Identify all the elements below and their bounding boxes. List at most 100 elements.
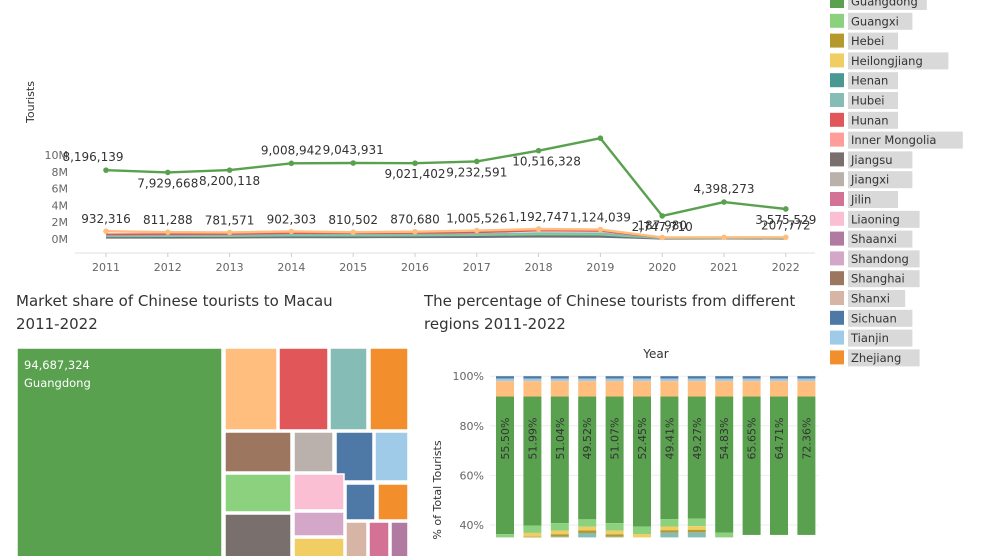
treemap-guangdong-value: 94,687,324 [24,358,90,372]
treemap-cell-sichuan [335,431,374,482]
treemap-cell-jiangsu [224,513,292,556]
stacked-segment [605,536,624,538]
stacked-bar-label: 64.71% [773,418,786,460]
legend-item-shandong[interactable]: Shandong [830,250,920,268]
stacked-segment-guangdong [687,396,706,519]
line-data-label: 10,516,328 [512,155,581,169]
line-chart-x-tick-label: 2015 [339,261,367,274]
legend-item-inner-mongolia[interactable]: Inner Mongolia [830,131,963,149]
legend-label: Guangdong [851,0,918,9]
stacked-y-tick-label: 60% [460,469,484,482]
legend-item-sichuan[interactable]: Sichuan [830,309,913,327]
stacked-y-tick-label: 80% [460,420,484,433]
line-chart-y-tick-label: 10M [45,149,69,162]
legend-item-jilin[interactable]: Jilin [830,191,898,208]
stacked-y-tick-label: 40% [460,519,484,532]
treemap-cell-sichuan-2 [345,483,376,521]
stacked-bars [496,376,816,538]
stacked-segment [496,378,514,382]
legend-item-tianjin[interactable]: Tianjin [830,329,913,347]
stacked-segment [578,378,597,382]
legend-swatch [830,350,844,365]
line-point [103,167,109,173]
line-chart-x-tick-label: 2018 [525,261,553,274]
legend-label-highlight [848,72,898,90]
stacked-segment [523,536,542,538]
legend-item-hubei[interactable]: Hubei [830,92,898,109]
legend-item-heilongjiang[interactable]: Heilongjiang [830,52,949,70]
line-data-label: 3,575,529 [755,213,816,227]
stacked-segment [496,534,514,538]
legend-label-highlight [848,250,920,268]
treemap-cell-top-row-1 [224,347,278,431]
line-point [721,199,727,205]
legend-item-jiangsu[interactable]: Jiangsu [830,151,913,169]
legend-swatch [830,53,844,68]
stacked-segment [605,381,624,397]
legend-item-hebei[interactable]: Hebei [830,32,898,50]
stacked-segment [550,381,569,397]
line-chart-x-ticks: 2011 2012 2013 2014 2015 2016 2017 2018 2019 2020… [92,261,800,274]
stacked-segment [605,378,624,382]
stacked-segment [633,378,651,382]
legend-swatch [830,93,844,107]
legend-label-highlight [848,290,906,307]
legend-item-guangdong[interactable]: Guangdong [830,0,927,10]
legend-label: Hunan [851,113,889,127]
line-point [659,213,665,219]
line-data-label: 870,680 [390,213,440,227]
legend-item-hunan[interactable]: Hunan [830,111,898,129]
line-point [226,229,233,236]
stacked-segment [660,378,679,382]
line-data-label: 1,124,039 [570,211,631,225]
line-point [350,229,357,235]
legend-item-zhejiang[interactable]: Zhejiang [830,349,920,367]
legend-item-shanghai[interactable]: Shanghai [830,270,920,288]
line-chart-grid [75,252,815,257]
treemap-cell-heilongjiang [293,537,345,556]
line-point [474,227,480,234]
line-point [103,228,109,234]
legend-label: Shandong [851,252,909,266]
treemap-cell-jiangxi [293,431,334,473]
line-point [412,160,418,167]
stacked-segment [687,376,706,379]
legend-item-shaanxi[interactable]: Shaanxi [830,230,913,248]
stacked-segment-guangdong [578,396,597,520]
treemap-cell-hubei [329,347,368,431]
stacked-segment [578,381,597,397]
legend-swatch [830,112,844,127]
legend-item-shanxi[interactable]: Shanxi [830,290,906,307]
line-point [535,147,542,154]
stacked-segment-guangdong [496,396,514,535]
line-data-label: 932,316 [81,212,131,226]
legend-label-highlight [848,230,913,248]
legend-item-jiangxi[interactable]: Jiangxi [830,171,913,189]
legend-swatch [830,0,844,8]
legend-label: Jiangxi [850,173,889,187]
legend-swatch [830,73,844,88]
stacked-segment [797,378,816,382]
legend-item-guangxi[interactable]: Guangxi [830,12,913,30]
line-point [721,234,727,241]
line-point [659,234,665,241]
stacked-segment [578,526,597,531]
legend-label: Shanxi [851,292,890,306]
line-chart-x-tick-label: 2014 [277,261,305,274]
stacked-segment [605,530,624,535]
stacked-segment [523,376,542,379]
line-chart-x-tick-label: 2017 [463,261,491,274]
treemap-cell-shandong [293,511,345,537]
line-point [474,158,480,165]
treemap-cell-shaanxi [390,521,409,556]
line-series-top-label-row [105,227,786,239]
line-data-label: 9,043,931 [323,143,384,157]
line-point [535,226,542,232]
legend-item-liaoning[interactable]: Liaoning [830,210,920,228]
treemap-cell-guangxi [224,473,292,513]
stacked-segment [660,381,679,397]
legend-item-henan[interactable]: Henan [830,72,898,90]
line-chart-x-tick-label: 2021 [710,261,738,274]
stacked-segment [550,534,569,537]
